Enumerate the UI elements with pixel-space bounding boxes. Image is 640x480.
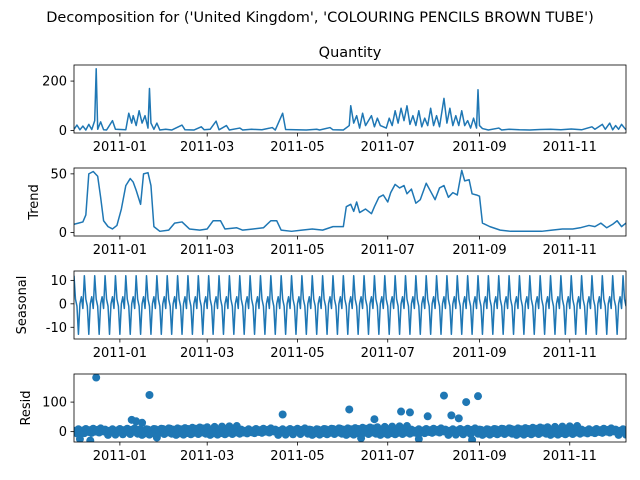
- resid-point: [357, 434, 366, 442]
- resid-point: [86, 436, 95, 442]
- resid-ylabel: Resid: [19, 390, 34, 425]
- resid-ytick-label: 100: [42, 396, 67, 411]
- quantity-title: Quantity: [319, 45, 382, 61]
- quantity-xtick-label: 2011-01: [93, 140, 147, 155]
- trend-xtick-label: 2011-07: [361, 243, 415, 258]
- resid-point: [462, 398, 471, 407]
- seasonal-xtick-label: 2011-11: [543, 346, 597, 361]
- trend-frame: [73, 167, 627, 237]
- resid-point: [278, 410, 287, 419]
- resid-frame: [73, 373, 627, 443]
- resid-point: [622, 430, 626, 439]
- seasonal-xtick-label: 2011-01: [93, 346, 147, 361]
- panels-group: 0 200 2011-01 2011-03 2011-05 2011-07 2011-09 2…: [15, 45, 627, 464]
- seasonal-ytick-label: -10: [46, 321, 67, 336]
- seasonal-frame: [73, 270, 627, 340]
- quantity-xtick-label: 2011-03: [180, 140, 234, 155]
- trend-data: [74, 169, 626, 233]
- resid-point: [370, 415, 379, 424]
- resid-point: [345, 405, 354, 414]
- seasonal-ytick-label: 0: [59, 297, 67, 312]
- quantity-data: [74, 67, 626, 131]
- panel-trend: 0 50 2011-01 2011-03 2011-05 2011-07 2011-09 20…: [27, 167, 627, 258]
- quantity-xtick-label: 2011-07: [361, 140, 415, 155]
- resid-point: [468, 435, 477, 442]
- trend-xtick-label: 2011-01: [93, 243, 147, 258]
- resid-point: [92, 374, 101, 382]
- seasonal-ytick-label: 10: [50, 274, 67, 289]
- seasonal-xtick-label: 2011-05: [270, 346, 324, 361]
- trend-ytick-label: 50: [50, 167, 67, 182]
- seasonal-line: [74, 274, 626, 336]
- resid-point: [423, 412, 432, 421]
- panel-resid: 0 100 2011-01 2011-03 2011-05 2011-07 2011-09 2…: [19, 373, 627, 464]
- resid-point: [447, 411, 456, 420]
- resid-xtick-label: 2011-05: [270, 449, 324, 464]
- quantity-xtick-label: 2011-11: [543, 140, 597, 155]
- trend-line: [74, 169, 626, 233]
- resid-point: [145, 390, 154, 399]
- resid-xtick-label: 2011-07: [361, 449, 415, 464]
- seasonal-data: [74, 274, 626, 336]
- resid-ytick-label: 0: [59, 425, 67, 440]
- resid-xtick-label: 2011-09: [452, 449, 506, 464]
- quantity-xtick-label: 2011-09: [452, 140, 506, 155]
- resid-point: [454, 414, 463, 423]
- panel-seasonal: -10 0 10 2011-01 2011-03 2011-05 2011-07 2011-0…: [15, 270, 627, 361]
- trend-xtick-label: 2011-11: [543, 243, 597, 258]
- resid-xtick-label: 2011-01: [93, 449, 147, 464]
- resid-point: [397, 407, 406, 416]
- resid-point: [138, 418, 147, 427]
- resid-xtick-label: 2011-11: [543, 449, 597, 464]
- figure-suptitle: Decomposition for ('United Kingdom', 'CO…: [46, 10, 594, 26]
- trend-ytick-label: 0: [59, 226, 67, 241]
- resid-point: [439, 391, 448, 400]
- seasonal-xtick-label: 2011-09: [452, 346, 506, 361]
- resid-point: [414, 435, 423, 442]
- resid-point: [474, 392, 483, 401]
- quantity-frame: [73, 64, 627, 134]
- panel-quantity: 0 200 2011-01 2011-03 2011-05 2011-07 2011-09 2…: [42, 45, 627, 155]
- quantity-ytick-label: 200: [42, 75, 67, 90]
- seasonal-ylabel: Seasonal: [15, 276, 30, 335]
- trend-xtick-label: 2011-05: [270, 243, 324, 258]
- trend-xtick-label: 2011-09: [452, 243, 506, 258]
- quantity-line: [74, 67, 626, 131]
- quantity-ytick-label: 0: [59, 124, 67, 139]
- resid-data: [74, 374, 626, 442]
- trend-xtick-label: 2011-03: [180, 243, 234, 258]
- seasonal-xtick-label: 2011-07: [361, 346, 415, 361]
- trend-ylabel: Trend: [27, 184, 42, 221]
- resid-point: [152, 433, 161, 442]
- resid-point: [75, 435, 84, 442]
- resid-point: [405, 408, 414, 417]
- resid-xtick-label: 2011-03: [180, 449, 234, 464]
- seasonal-xtick-label: 2011-03: [180, 346, 234, 361]
- quantity-xtick-label: 2011-05: [270, 140, 324, 155]
